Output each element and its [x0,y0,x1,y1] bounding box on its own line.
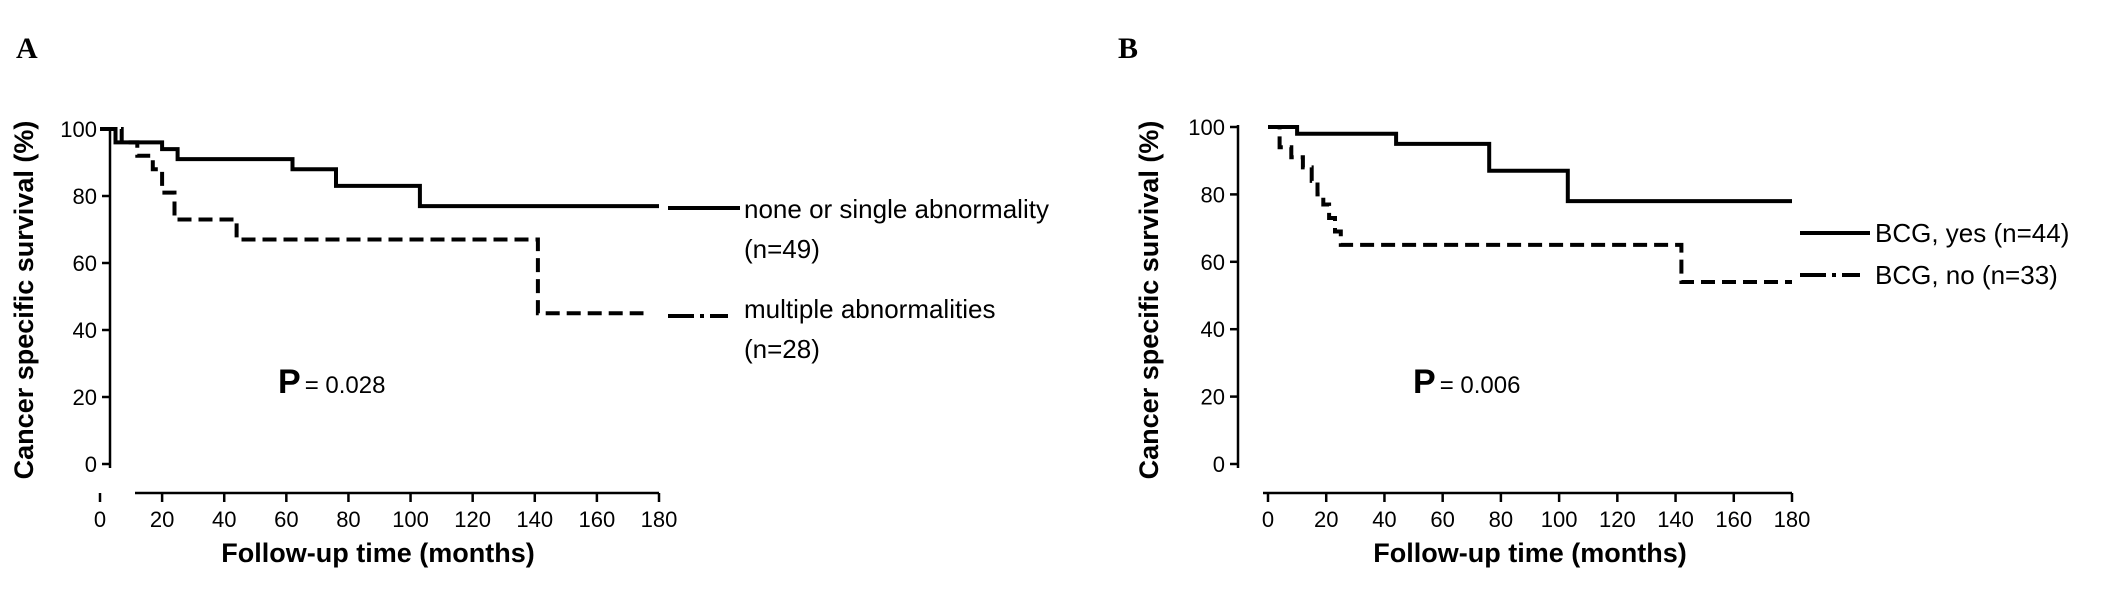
panel-b-p-number: = 0.006 [1440,372,1521,399]
panel-a-x-tick-label: 80 [336,507,360,532]
panel-a-series-2-line [100,127,644,316]
panel-b-series-1-line [1268,125,1792,204]
panel-a-y-tick-label: 40 [73,318,97,343]
panel-b-y-axis-title: Cancer specific survival (%) [1134,121,1164,480]
panel-a-series-1-line [100,127,659,209]
panel-b-x-tick-label: 0 [1262,507,1274,532]
panel-b-x-tick-label: 140 [1657,507,1694,532]
panel-a-x-axis-title: Follow-up time (months) [221,538,534,568]
panel-b-legend-2-label: BCG, no (n=33) [1875,260,2058,290]
panel-b-y-tick-label: 0 [1213,452,1225,477]
panel-a-x-tick-label: 100 [392,507,429,532]
panel-a-x-tick-label: 140 [516,507,553,532]
panel-b-x-tick-label: 100 [1541,507,1578,532]
panel-a-x-tick-label: 40 [212,507,236,532]
panel-b-x-tick-label: 160 [1715,507,1752,532]
panel-b-series-2-line [1268,125,1792,284]
panel-b-x-axis-title: Follow-up time (months) [1373,538,1686,568]
panel-b-x-tick-label: 60 [1430,507,1454,532]
panel-a-x-tick-label: 160 [579,507,616,532]
panel-b-x-tick-label: 40 [1372,507,1396,532]
panel-a-legend-2-label: multiple abnormalities [744,294,995,324]
panel-b-y-tick-label: 100 [1188,115,1225,140]
panel-a-y-tick-label: 0 [85,452,97,477]
panel-a-y-tick-label: 60 [73,251,97,276]
panel-b-x-tick-label: 20 [1314,507,1338,532]
panel-b-y-tick-label: 20 [1201,385,1225,410]
panel-b-y-tick-label: 80 [1201,182,1225,207]
panel-b-label: B [1118,32,1138,65]
panel-a-x-tick-label: 120 [454,507,491,532]
panel-a-x-tick-label: 20 [150,507,174,532]
panel-a-legend-2-label: (n=28) [744,334,820,364]
panel-b-p-value-annotation: P = 0.006 [1413,363,1520,401]
panel-a-legend-1-label: none or single abnormality [744,194,1049,224]
panel-a-label: A [16,32,38,65]
panel-a-x-tick-label: 0 [94,507,106,532]
panel-a-x-tick-label: 60 [274,507,298,532]
panel-a-y-axis-title: Cancer specific survival (%) [9,121,39,480]
panel-b-legend-1-label: BCG, yes (n=44) [1875,218,2069,248]
panel-a-p-value-annotation: P = 0.028 [278,363,385,401]
panel-a-y-tick-label: 100 [60,117,97,142]
panel-b-p-symbol: P [1413,363,1436,401]
panel-b-y-tick-label: 60 [1201,250,1225,275]
panel-a-y-tick-label: 20 [73,385,97,410]
panel-a-legend-1-label: (n=49) [744,234,820,264]
panel-a-p-number: = 0.028 [305,372,386,399]
panel-a-y-tick-label: 80 [73,184,97,209]
panel-a-x-tick-label: 180 [641,507,678,532]
panel-b-x-tick-label: 80 [1489,507,1513,532]
panel-b-y-tick-label: 40 [1201,317,1225,342]
panel-b-x-tick-label: 180 [1774,507,1811,532]
panel-b-x-tick-label: 120 [1599,507,1636,532]
panel-a-p-symbol: P [278,363,301,401]
